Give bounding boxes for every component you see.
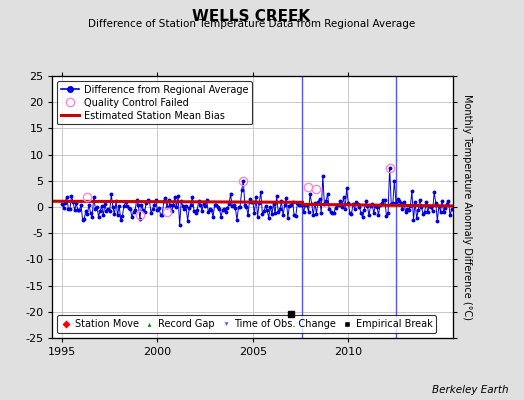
Text: WELLS CREEK: WELLS CREEK xyxy=(192,9,311,24)
Legend: Station Move, Record Gap, Time of Obs. Change, Empirical Break: Station Move, Record Gap, Time of Obs. C… xyxy=(57,315,436,333)
Text: Berkeley Earth: Berkeley Earth xyxy=(432,385,508,395)
Text: Difference of Station Temperature Data from Regional Average: Difference of Station Temperature Data f… xyxy=(88,19,415,29)
Y-axis label: Monthly Temperature Anomaly Difference (°C): Monthly Temperature Anomaly Difference (… xyxy=(462,94,472,320)
